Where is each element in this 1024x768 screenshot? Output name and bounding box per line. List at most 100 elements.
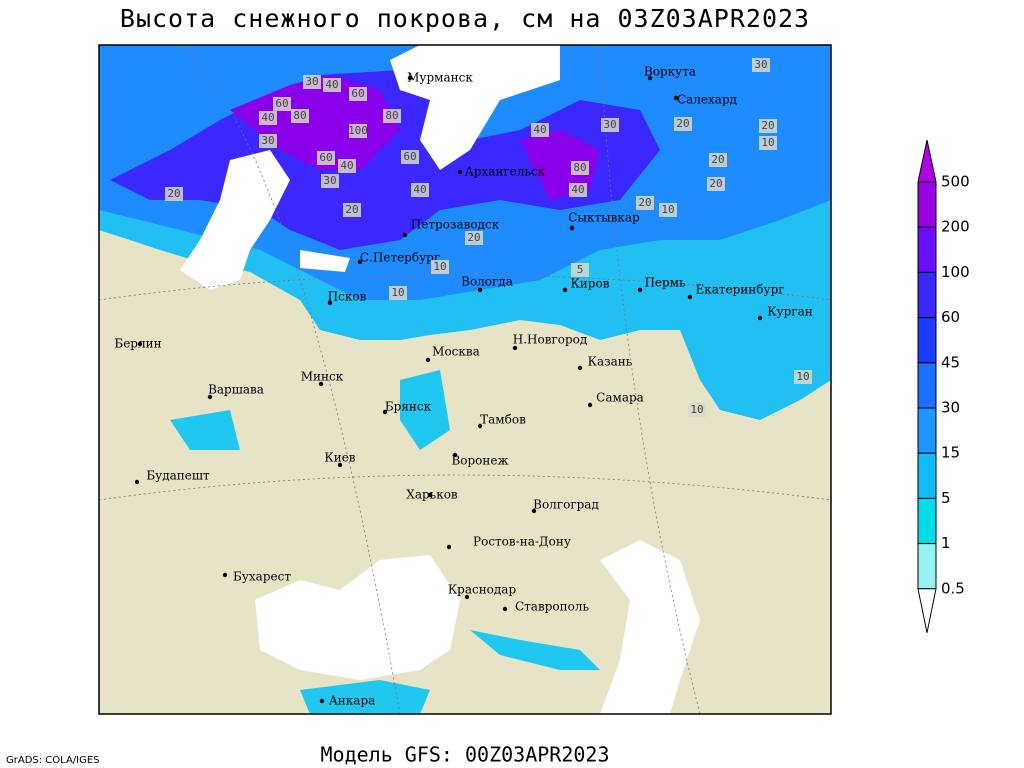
city-dot xyxy=(357,259,363,265)
legend-label: 30 xyxy=(941,399,960,417)
model-label: Модель GFS: 00Z03APR2023 xyxy=(321,743,610,767)
city-label: Н.Новгород xyxy=(513,333,588,347)
contour-label: 30 xyxy=(261,134,274,147)
city-dot xyxy=(502,606,508,612)
city-dot xyxy=(337,462,343,468)
contour-label: 30 xyxy=(305,75,318,88)
contour-label-box xyxy=(321,174,339,188)
contour-label: 10 xyxy=(433,260,446,273)
city-dot xyxy=(207,394,213,400)
contour-label-box xyxy=(674,117,692,131)
contour-label-box xyxy=(569,183,587,197)
city-label: Волгоград xyxy=(533,498,599,512)
city-dot xyxy=(446,544,452,550)
contour-label: 30 xyxy=(754,58,767,71)
city-label: Курган xyxy=(767,305,812,319)
city-dot xyxy=(427,492,433,498)
legend-label: 5 xyxy=(941,489,951,507)
city-label: Пермь xyxy=(644,276,686,290)
contour-label-box xyxy=(343,203,361,217)
contour-label-box xyxy=(465,231,483,245)
map xyxy=(98,44,832,715)
contour-label: 20 xyxy=(345,203,358,216)
contour-label-box xyxy=(338,159,356,173)
city-label: Тамбов xyxy=(480,413,526,427)
legend-label: 45 xyxy=(941,353,960,371)
city-dot xyxy=(673,95,679,101)
contour-label-box xyxy=(389,286,407,300)
contour-label: 40 xyxy=(413,183,426,196)
legend-swatch xyxy=(917,317,937,364)
sea xyxy=(600,540,700,714)
city-label: Киров xyxy=(571,277,610,291)
contour-label: 60 xyxy=(275,97,288,110)
city-dot xyxy=(407,75,413,81)
city-label: Москва xyxy=(432,345,480,359)
city-dot xyxy=(512,345,518,351)
legend-cap xyxy=(917,588,937,633)
snow-area xyxy=(230,75,600,200)
contour-label-box xyxy=(383,109,401,123)
contour-label: 30 xyxy=(603,118,616,131)
contour-label: 80 xyxy=(293,109,306,122)
city-layer: Мурманск Воркута Салехард Архангельск Сыктыв… xyxy=(114,65,812,708)
city-dot xyxy=(137,341,143,347)
legend-label: 60 xyxy=(941,308,960,326)
contour-label: 20 xyxy=(709,177,722,190)
credit: GrADS: COLA/IGES xyxy=(6,755,100,766)
contour-label: 20 xyxy=(676,117,689,130)
city-label: Берлин xyxy=(114,337,161,351)
city-dot xyxy=(531,508,537,514)
city-label: Брянск xyxy=(385,400,432,414)
map-frame xyxy=(98,44,832,715)
contour-label: 60 xyxy=(351,87,364,100)
sea xyxy=(180,150,350,290)
city-label: С.Петербург xyxy=(360,251,440,265)
contour-label-box xyxy=(165,187,183,201)
contour-label-box xyxy=(323,78,341,92)
contour-label-box xyxy=(317,151,335,165)
contour-label: 40 xyxy=(340,159,353,172)
city-dot xyxy=(222,572,228,578)
contour-label: 20 xyxy=(711,153,724,166)
city-label: Мурманск xyxy=(407,71,473,85)
city-label: Казань xyxy=(588,355,633,369)
city-label: Псков xyxy=(328,290,367,304)
city-dot xyxy=(134,479,140,485)
contour-label-box xyxy=(349,124,367,138)
city-label: Варшава xyxy=(208,383,264,397)
city-label: Салехард xyxy=(677,93,737,107)
city-dot xyxy=(319,698,325,704)
legend-label: 1 xyxy=(941,534,951,552)
legend-label: 500 xyxy=(941,173,970,191)
contour-label-box xyxy=(752,58,770,72)
contour-label-box xyxy=(349,87,367,101)
contour-label-box xyxy=(303,75,321,89)
city-dot xyxy=(464,594,470,600)
legend-swatch xyxy=(917,497,937,545)
contour-label-box xyxy=(688,403,706,417)
city-dot xyxy=(577,365,583,371)
contour-label: 40 xyxy=(325,78,338,91)
legend: 500 200 100 60 45 30 15 5 1 0.5 xyxy=(917,139,970,633)
legend-label: 0.5 xyxy=(941,579,965,597)
city-label: Ростов-на-Дону xyxy=(473,535,571,549)
city-dot xyxy=(687,294,693,300)
contour-label: 60 xyxy=(319,151,332,164)
city-label: Петрозаводск xyxy=(411,218,500,232)
contour-label: 10 xyxy=(796,370,809,383)
contour-label: 10 xyxy=(661,203,674,216)
legend-swatch xyxy=(917,452,937,499)
city-dot xyxy=(477,423,483,429)
city-label: Архангельск xyxy=(465,165,546,179)
city-label: Будапешт xyxy=(146,469,210,483)
contour-label: 10 xyxy=(690,403,703,416)
contour-label: 80 xyxy=(385,109,398,122)
graticule xyxy=(98,44,832,715)
city-dot xyxy=(402,232,408,238)
contour-label-box xyxy=(794,370,812,384)
city-label: Воронеж xyxy=(451,454,508,468)
title: Высота снежного покрова, см на 03Z03APR2… xyxy=(120,4,810,33)
city-label: Екатеринбург xyxy=(695,283,784,297)
contour-label: 30 xyxy=(323,174,336,187)
